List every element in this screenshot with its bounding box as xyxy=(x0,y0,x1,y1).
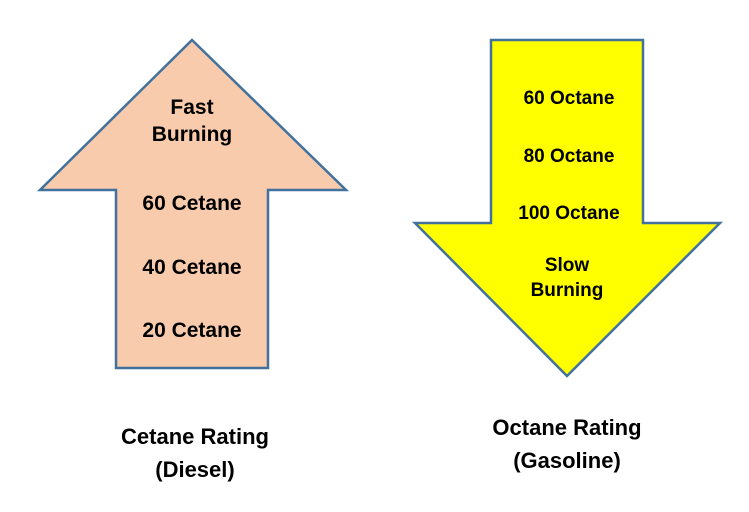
slow-burning-line2: Burning xyxy=(530,279,604,301)
cetane-caption: Cetane Rating (Diesel) xyxy=(65,420,325,486)
fast-burning-line1: Fast xyxy=(170,96,214,119)
octane-level-80: 80 Octane xyxy=(523,146,615,167)
octane-level-60: 60 Octane xyxy=(523,88,615,109)
octane-caption-line2: (Gasoline) xyxy=(513,448,621,473)
fast-burning-line2: Burning xyxy=(151,123,233,147)
octane-down-arrow xyxy=(411,38,724,378)
octane-level-100: 100 Octane xyxy=(518,203,620,224)
fast-burning-label: Fast Burning xyxy=(92,94,292,149)
cetane-caption-line2: (Diesel) xyxy=(155,457,235,482)
cetane-up-arrow xyxy=(36,38,350,370)
octane-caption-line1: Octane Rating xyxy=(492,415,642,440)
cetane-level-20: 20 Cetane xyxy=(142,319,242,342)
slow-burning-label: Slow Burning xyxy=(467,254,667,303)
cetane-caption-line1: Cetane Rating xyxy=(121,424,269,449)
slow-burning-line1: Slow xyxy=(544,255,590,276)
cetane-level-40: 40 Cetane xyxy=(142,256,242,279)
cetane-level-60: 60 Cetane xyxy=(142,192,242,215)
octane-caption: Octane Rating (Gasoline) xyxy=(437,411,697,477)
